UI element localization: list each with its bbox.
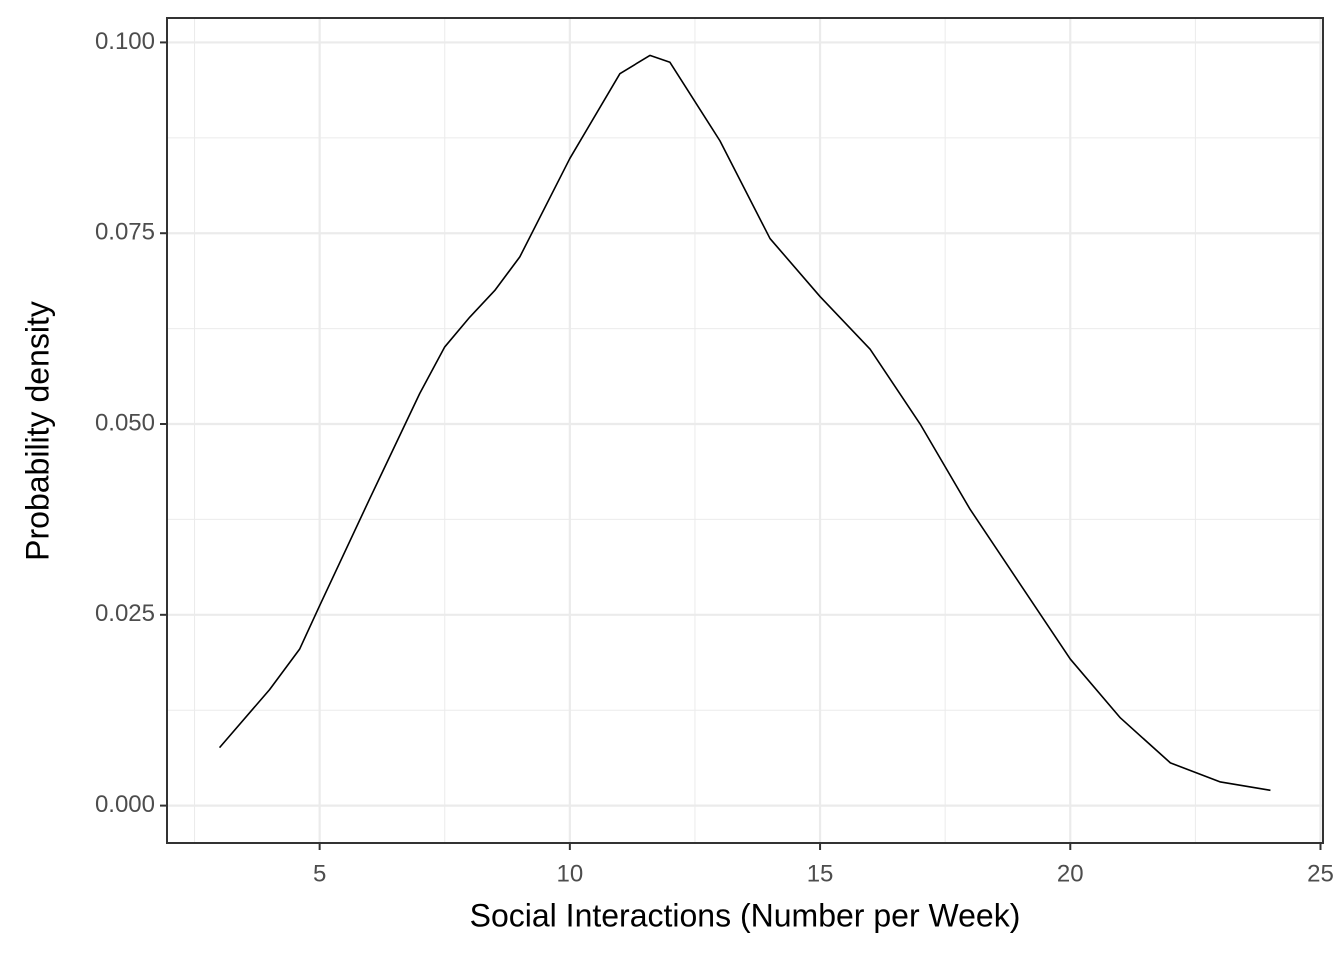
x-tick-label: 20 <box>1057 860 1084 887</box>
panel-border <box>166 17 1324 844</box>
y-tick-label: 0.075 <box>95 219 155 246</box>
y-tick-label: 0.100 <box>95 28 155 55</box>
x-tick-label: 25 <box>1307 860 1334 887</box>
x-tick-label: 15 <box>807 860 834 887</box>
y-tick-label: 0.050 <box>95 409 155 436</box>
x-axis-title: Social Interactions (Number per Week) <box>470 897 1021 933</box>
y-tick-label: 0.025 <box>95 600 155 627</box>
density-line <box>218 54 1271 792</box>
x-tick-label: 10 <box>556 860 583 887</box>
x-tick-label: 5 <box>313 860 326 887</box>
y-tick-label: 0.000 <box>95 791 155 818</box>
y-axis-title: Probability density <box>19 301 55 561</box>
